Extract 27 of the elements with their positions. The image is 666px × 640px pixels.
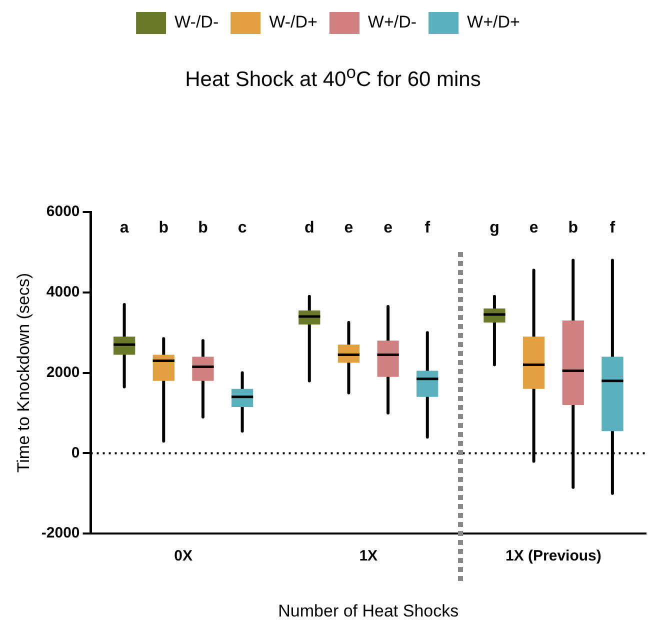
y-tick-label: 2000 bbox=[46, 364, 80, 381]
y-tick-label: -2000 bbox=[41, 524, 80, 542]
annotation: d bbox=[304, 219, 314, 236]
annotation: a bbox=[120, 219, 129, 236]
annotation: f bbox=[424, 219, 431, 236]
legend-label: W+/D+ bbox=[467, 12, 520, 32]
y-axis-title: Time to Knockdown (secs) bbox=[14, 272, 33, 473]
annotation: b bbox=[568, 219, 578, 236]
chart-title: Heat Shock at 40$^{o}$C for 60 mins bbox=[184, 62, 482, 92]
x-axis-title: Number of Heat Shocks bbox=[278, 601, 459, 620]
annotation: c bbox=[238, 219, 247, 236]
annotation: f bbox=[610, 219, 616, 236]
legend-label: W+/D- bbox=[368, 12, 417, 32]
annotation: e bbox=[344, 219, 354, 236]
y-tick-label: 6000 bbox=[46, 203, 80, 220]
legend-label: W-/D- bbox=[174, 12, 219, 32]
x-tick-label: 0X bbox=[174, 548, 192, 565]
annotation: g bbox=[490, 219, 500, 236]
x-tick-label: 1X bbox=[359, 548, 378, 565]
x-tick-label: 1X (Previous) bbox=[506, 548, 602, 565]
y-tick-label: 4000 bbox=[46, 284, 80, 301]
annotation: b bbox=[158, 219, 169, 236]
annotation: e bbox=[529, 219, 538, 236]
annotation: b bbox=[198, 219, 208, 236]
y-tick-label: 0 bbox=[71, 444, 80, 462]
annotation: e bbox=[384, 219, 393, 236]
legend-label: W-/D+ bbox=[269, 12, 318, 32]
